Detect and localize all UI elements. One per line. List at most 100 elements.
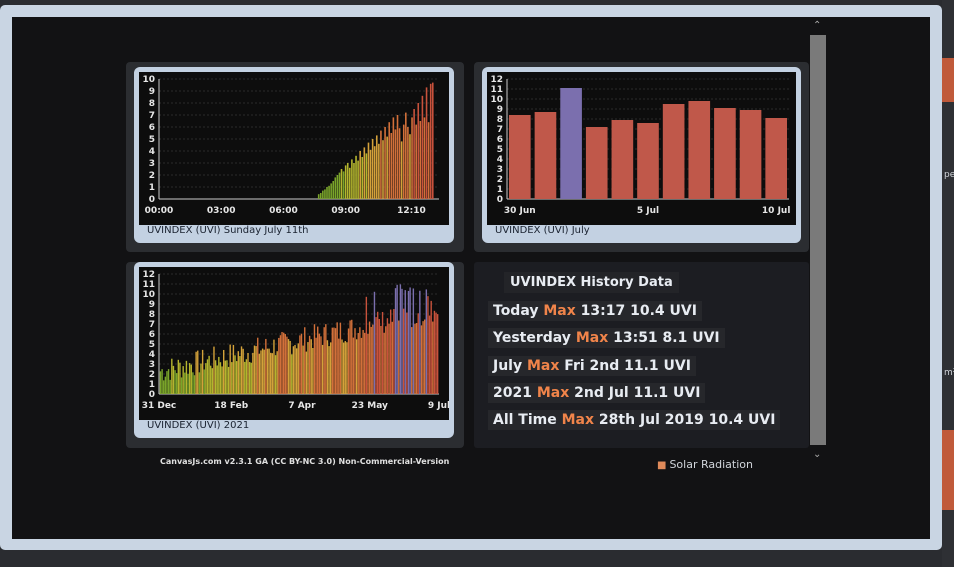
y-tick-label: 7 <box>149 111 155 121</box>
yearly-uvi-bar <box>231 362 233 394</box>
modal-content: 0 1 2 3 4 5 6 7 8 9 10 00:00 03:00 06:00 09:00 12:10 UV… <box>12 17 930 539</box>
daily-uvi-chart[interactable]: 0 1 2 3 4 5 6 7 8 9 10 00:00 03:00 06:00 09:00 12:10 <box>139 72 449 225</box>
x-tick-label: 18 Feb <box>214 401 249 411</box>
yearly-uvi-bar <box>349 320 351 394</box>
yearly-uvi-bar <box>297 343 299 394</box>
daily-uvi-bar <box>392 117 395 199</box>
y-tick-label: 4 <box>149 350 155 360</box>
x-tick-label: 30 Jun <box>504 206 536 216</box>
yearly-uvi-bar <box>222 349 225 394</box>
history-title: UVINDEX History Data <box>504 272 679 293</box>
yearly-uvi-bar <box>342 342 345 394</box>
daily-uvi-bar <box>340 169 343 199</box>
yearly-uvi-bar <box>286 336 288 394</box>
daily-uvi-bar <box>319 193 322 199</box>
y-tick-label: 7 <box>149 320 155 330</box>
history-row-value: 28th Jul 2019 10.4 UVI <box>598 412 776 428</box>
yearly-uvi-bar <box>266 348 269 394</box>
yearly-uvi-bar <box>391 321 393 394</box>
daily-uvi-bar <box>380 130 382 199</box>
yearly-uvi-bar <box>299 335 301 394</box>
daily-uvi-bar <box>388 122 391 199</box>
daily-uvi-bar <box>405 112 407 199</box>
yearly-uvi-bar <box>415 322 418 394</box>
monthly-uvi-bar <box>714 108 736 199</box>
solar-radiation-link[interactable]: ■ Solar Radiation <box>657 458 753 471</box>
yearly-uvi-bar <box>333 327 335 394</box>
daily-uvi-bar <box>398 128 401 199</box>
yearly-uvi-bar <box>274 355 277 394</box>
yearly-uvi-bar <box>166 371 168 394</box>
daily-uvi-bar <box>407 127 409 199</box>
yearly-uvi-bar <box>167 369 170 394</box>
yearly-uvi-bar <box>161 369 163 394</box>
yearly-uvi-bar <box>383 332 385 394</box>
yearly-uvi-bar <box>295 348 298 394</box>
yearly-uvi-bar <box>360 337 363 394</box>
yearly-uvi-bar <box>329 342 332 394</box>
daily-uvi-bar <box>415 124 417 199</box>
history-row-value: 13:17 10.4 UVI <box>580 303 697 319</box>
yearly-uvi-bar <box>198 372 201 394</box>
yearly-uvi-bar <box>268 348 270 394</box>
yearly-uvi-bar <box>258 353 261 394</box>
yearly-uvi-bar <box>219 362 222 394</box>
yearly-uvi-bar <box>185 360 188 394</box>
yearly-uvi-bar <box>331 327 334 394</box>
scroll-thumb[interactable] <box>810 35 826 445</box>
daily-uvi-bar <box>355 155 357 199</box>
y-tick-label: 2 <box>497 175 503 185</box>
x-tick-label: 9 Jul <box>428 401 449 411</box>
yearly-uvi-bar <box>318 333 321 394</box>
x-tick-label: 7 Apr <box>288 401 316 411</box>
yearly-uvi-bar <box>226 360 228 394</box>
daily-uvi-bar <box>365 153 368 199</box>
daily-chart-card[interactable]: 0 1 2 3 4 5 6 7 8 9 10 00:00 03:00 06:00 09:00 12:10 UV… <box>134 67 454 243</box>
yearly-uvi-bar <box>187 373 189 394</box>
chart-modal: 0 1 2 3 4 5 6 7 8 9 10 00:00 03:00 06:00 09:00 12:10 UV… <box>0 5 942 550</box>
yearly-uvi-bar <box>252 352 254 394</box>
y-tick-label: 0 <box>149 390 155 400</box>
yearly-uvi-bar <box>357 333 359 394</box>
yearly-uvi-bar <box>174 370 176 394</box>
yearly-uvi-bar <box>432 321 434 394</box>
scroll-down-icon[interactable]: ⌄ <box>813 449 822 460</box>
yearly-uvi-bar <box>300 333 303 394</box>
monthly-chart-card[interactable]: 0 1 2 3 4 5 6 7 8 9 10 11 12 30 Jun 5 Jul 10 Jul UVINDE… <box>482 67 801 243</box>
yearly-uvi-bar <box>200 363 202 394</box>
x-tick-label: 09:00 <box>331 206 360 216</box>
yearly-uvi-bar <box>184 372 186 394</box>
daily-uvi-bar <box>378 143 380 199</box>
yearly-uvi-bar <box>163 380 165 394</box>
yearly-uvi-bar <box>351 319 353 394</box>
yearly-uvi-bar <box>433 310 436 394</box>
history-row-value: 2nd Jul 11.1 UVI <box>574 385 701 401</box>
monthly-uvi-bar <box>585 127 608 199</box>
yearly-uvi-bar <box>310 339 312 394</box>
sun-icon: ■ <box>657 460 667 471</box>
daily-uvi-bar <box>371 139 374 199</box>
yearly-uvi-bar <box>171 358 173 394</box>
canvasjs-credit[interactable]: CanvasJs.com v2.3.1 GA (CC BY-NC 3.0) No… <box>160 457 450 466</box>
yearly-uvi-bar <box>281 331 283 394</box>
yearly-uvi-bar <box>179 362 181 394</box>
daily-uvi-bar <box>423 117 426 199</box>
yearly-chart-card[interactable]: 0 1 2 3 4 5 6 7 8 9 10 11 12 31 Dec 18 Feb 7 Apr 23 May 9… <box>134 262 454 438</box>
scroll-up-icon[interactable]: ⌃ <box>813 20 822 31</box>
daily-uvi-bar <box>375 135 378 199</box>
yearly-uvi-bar <box>338 338 340 394</box>
backdrop-label-1: pe <box>944 170 954 180</box>
monthly-uvi-bar <box>662 104 685 199</box>
daily-uvi-bar <box>429 83 432 199</box>
modal-scrollbar[interactable]: ⌃ ⌄ <box>809 17 827 467</box>
history-row-value: Fri 2nd 11.1 UVI <box>564 358 691 374</box>
yearly-uvi-bar <box>321 344 324 394</box>
yearly-uvi-bar <box>248 361 251 394</box>
y-tick-label: 9 <box>149 87 155 97</box>
daily-uvi-bar <box>322 190 324 199</box>
yearly-uvi-bar <box>271 353 274 394</box>
daily-uvi-bar <box>326 187 328 199</box>
yearly-uvi-bar <box>398 320 400 394</box>
